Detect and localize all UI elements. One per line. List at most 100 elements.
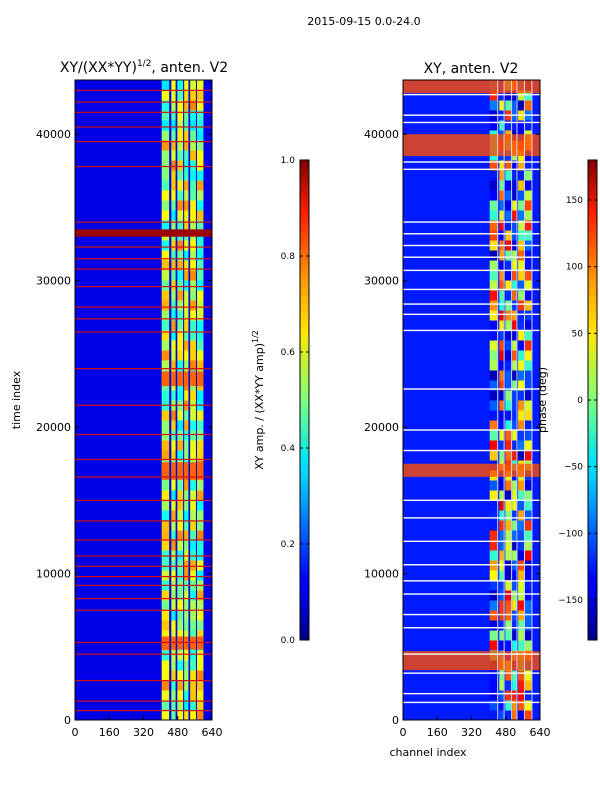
phase-band-cell [489,420,498,431]
phase-band-cell [505,120,512,131]
amplitude-band-cell [177,450,184,461]
amplitude-band-cell [184,320,189,331]
amplitude-band-cell [171,100,176,111]
amplitude-band-cell [177,340,184,351]
phase-band-cell [489,220,498,231]
amplitude-x-tick-label: 640 [202,726,223,739]
amplitude-band-cell [161,330,170,341]
phase-band-cell [505,400,512,411]
amplitude-band-cell [171,340,176,351]
amplitude-band-cell [184,540,189,551]
amplitude-band-cell [171,280,176,291]
amplitude-band-cell [161,530,170,541]
phase-white-row [403,517,540,519]
phase-band-cell [525,320,532,331]
phase-band-cell [499,490,504,501]
amplitude-band-cell [190,270,196,281]
amplitude-band-cell [184,360,189,371]
phase-band-cell [512,600,517,611]
phase-band-cell [505,430,512,441]
amplitude-band-cell [171,410,176,421]
phase-band-cell [518,490,524,501]
amplitude-band-cell [190,240,196,251]
amplitude-band-cell [161,100,170,111]
amplitude-band-cell [184,610,189,621]
phase-white-row [403,168,540,171]
phase-band-cell [518,330,524,341]
phase-band-cell [489,310,498,321]
phase-band-cell [518,680,524,691]
amplitude-band-cell [197,140,204,151]
phase-white-row [403,613,540,616]
amplitude-band-cell [161,420,170,431]
phase-band-cell [489,550,498,561]
phase-band-cell [489,390,498,401]
phase-band-cell [489,430,498,441]
amplitude-band-cell [177,330,184,341]
phase-band-cell [505,220,512,231]
amplitude-band-cell [184,210,189,221]
phase-panel-title: XY, anten. V2 [424,61,519,77]
amplitude-band-cell [171,250,176,261]
phase-band-cell [499,620,504,631]
phase-band-cell [518,590,524,601]
phase-band-cell [525,680,532,691]
amplitude-band-cell [184,130,189,141]
amplitude-band-cell [161,320,170,331]
phase-band-cell [499,450,504,461]
amplitude-band-cell [190,130,196,141]
amplitude-band-cell [171,330,176,341]
amplitude-band-cell [184,390,189,401]
amplitude-band-cell [171,180,176,191]
amplitude-band-cell [190,620,196,631]
phase-band-cell [499,370,504,381]
phase-white-row [403,221,540,223]
amplitude-band-cell [190,390,196,401]
amplitude-band-cell [161,490,170,501]
amplitude-band-cell [184,440,189,451]
phase-orange-block [403,134,540,157]
amplitude-red-row [75,165,212,168]
phase-band-cell [525,520,532,531]
amplitude-band-cell [190,170,196,181]
amplitude-band-cell [190,440,196,451]
amplitude-red-row [75,246,212,248]
amplitude-band-cell [190,480,196,491]
phase-band-cell [512,550,517,561]
amplitude-band-cell [171,480,176,491]
amplitude-band-cell [177,250,184,261]
phase-x-label: channel index [389,746,467,759]
phase-band-cell [505,420,512,431]
phase-white-row [403,269,540,272]
phase-band-cell [512,420,517,431]
amplitude-band-cell [171,690,176,701]
phase-band-cell [489,450,498,461]
phase-band-cell [518,550,524,561]
phase-band-cell [512,350,517,361]
amplitude-hot-spot [171,636,176,650]
amplitude-band-cell [161,590,170,601]
amplitude-band-cell [177,280,184,291]
amplitude-band-cell [197,610,204,621]
phase-band-cell [489,640,498,651]
amplitude-band-cell [197,680,204,691]
amplitude-band-cell [197,200,204,211]
amplitude-band-cell [171,390,176,401]
phase-band-cell [518,620,524,631]
amplitude-band-cell [190,430,196,441]
phase-colorbar: phase (deg) −150 −100 −50 0 50 100 150 [536,159,598,641]
amplitude-band-cell [190,80,196,91]
amplitude-hot-spot [190,636,196,650]
amplitude-red-row [75,318,212,320]
amplitude-band-cell [171,130,176,141]
amplitude-band-cell [184,140,189,151]
phase-white-row [403,288,540,291]
phase-band-cell [525,340,532,351]
phase-band-cell [489,250,498,261]
amplitude-band-cell [171,300,176,311]
phase-band-cell [525,310,532,321]
amplitude-band-cell [177,570,184,581]
amplitude-band-cell [171,310,176,321]
amplitude-hot-spot [171,371,176,387]
phase-band-separator [503,80,505,720]
